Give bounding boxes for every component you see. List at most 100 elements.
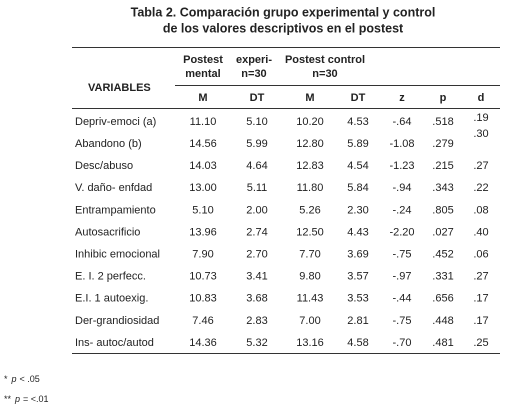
- cell: 3.41: [246, 271, 267, 283]
- cell: 13.16: [296, 337, 324, 349]
- column-header: z: [399, 92, 405, 104]
- cell: 3.69: [347, 249, 368, 261]
- cell: .279: [432, 138, 453, 150]
- cell: 13.96: [189, 226, 217, 238]
- cell: 10.20: [296, 116, 324, 128]
- column-header: DT: [250, 92, 265, 104]
- title-line: Tabla 2. Comparación grupo experimental …: [131, 5, 436, 19]
- cell: -.70: [393, 337, 412, 349]
- cell: 7.00: [299, 315, 320, 327]
- row-label: Entrampamiento: [75, 204, 156, 216]
- row-label: E.I. 1 autoexig.: [75, 293, 148, 305]
- cell: 5.84: [347, 182, 368, 194]
- cell: 11.10: [190, 116, 217, 128]
- cell: .805: [432, 204, 453, 216]
- cell: .343: [432, 182, 453, 194]
- footnote: ** p = <.01: [4, 394, 49, 404]
- cell: 12.83: [296, 160, 324, 172]
- cell: .30: [473, 128, 488, 140]
- row-label: V. daño- enfdad: [75, 182, 152, 194]
- column-header: DT: [351, 92, 366, 104]
- cell: 14.36: [189, 337, 217, 349]
- cell: 5.89: [347, 138, 368, 150]
- cell: 5.11: [247, 182, 268, 194]
- group-header: experi-: [236, 54, 272, 66]
- cell: 14.03: [189, 160, 217, 172]
- cell: 14.56: [189, 138, 217, 150]
- cell: .027: [432, 226, 453, 238]
- cell: 2.70: [246, 249, 267, 261]
- cell: .331: [432, 271, 453, 283]
- cell: -.44: [393, 293, 412, 305]
- cell: 10.73: [189, 271, 217, 283]
- cell: 4.43: [347, 226, 368, 238]
- cell: 13.00: [189, 182, 217, 194]
- cell: .22: [473, 182, 488, 194]
- column-header: p: [440, 92, 447, 104]
- cell: 2.81: [347, 315, 368, 327]
- cell: 2.83: [246, 315, 267, 327]
- cell: 10.83: [189, 293, 217, 305]
- row-label: E. I. 2 perfecc.: [75, 271, 146, 283]
- cell: 12.50: [296, 226, 324, 238]
- cell: 5.26: [299, 204, 320, 216]
- cell: 3.53: [347, 293, 368, 305]
- column-header: M: [198, 92, 207, 104]
- group-header: mental: [185, 68, 220, 80]
- cell: 4.53: [347, 116, 368, 128]
- variables-header: VARIABLES: [88, 82, 151, 94]
- column-header: M: [305, 92, 314, 104]
- cell: -1.08: [389, 138, 414, 150]
- cell: 9.80: [299, 271, 320, 283]
- group-header: n=30: [312, 68, 337, 80]
- cell: 7.70: [299, 249, 320, 261]
- row-label: Autosacrificio: [75, 226, 140, 238]
- row-label: Desc/abuso: [75, 160, 133, 172]
- cell: -.94: [393, 182, 412, 194]
- cell: .17: [473, 315, 488, 327]
- cell: .17: [473, 293, 488, 305]
- footnote-var: p: [14, 394, 20, 404]
- cell: .448: [432, 315, 453, 327]
- cell: -.24: [393, 204, 412, 216]
- row-label: Depriv-emoci (a): [75, 116, 156, 128]
- cell: 12.80: [296, 138, 324, 150]
- cell: 2.30: [347, 204, 368, 216]
- cell: .08: [473, 204, 488, 216]
- cell: .27: [473, 160, 488, 172]
- cell: .215: [432, 160, 453, 172]
- cell: -.64: [393, 116, 412, 128]
- cell: 5.10: [192, 204, 213, 216]
- cell: 4.64: [246, 160, 267, 172]
- row-label: Der-grandiosidad: [75, 315, 159, 327]
- cell: 5.32: [246, 337, 267, 349]
- cell: -.75: [393, 315, 412, 327]
- group-header: n=30: [241, 68, 266, 80]
- cell: .481: [432, 337, 453, 349]
- footnote-text: < .05: [20, 374, 40, 384]
- group-header: Postest: [183, 54, 223, 66]
- cell: .06: [473, 249, 488, 261]
- row-label: Ins- autoc/autod: [75, 337, 154, 349]
- cell: 5.99: [246, 138, 267, 150]
- cell: -.97: [393, 271, 412, 283]
- column-header: d: [478, 92, 485, 104]
- cell: .27: [473, 271, 488, 283]
- cell: 2.74: [246, 226, 267, 238]
- cell: 11.43: [297, 293, 324, 305]
- cell: .518: [432, 116, 453, 128]
- row-label: Abandono (b): [75, 138, 142, 150]
- cell: 11.80: [297, 182, 324, 194]
- cell: 3.57: [347, 271, 368, 283]
- footnote: * p < .05: [4, 374, 40, 384]
- cell: 7.46: [192, 315, 213, 327]
- footnote-text: = <.01: [23, 394, 49, 404]
- cell: -2.20: [389, 226, 414, 238]
- row-label: Inhibic emocional: [75, 249, 160, 261]
- group-header: Postest control: [285, 54, 365, 66]
- cell: 4.58: [347, 337, 368, 349]
- cell: 7.90: [192, 249, 213, 261]
- cell: .25: [473, 337, 488, 349]
- cell: 2.00: [246, 204, 267, 216]
- footnote-var: p: [11, 374, 17, 384]
